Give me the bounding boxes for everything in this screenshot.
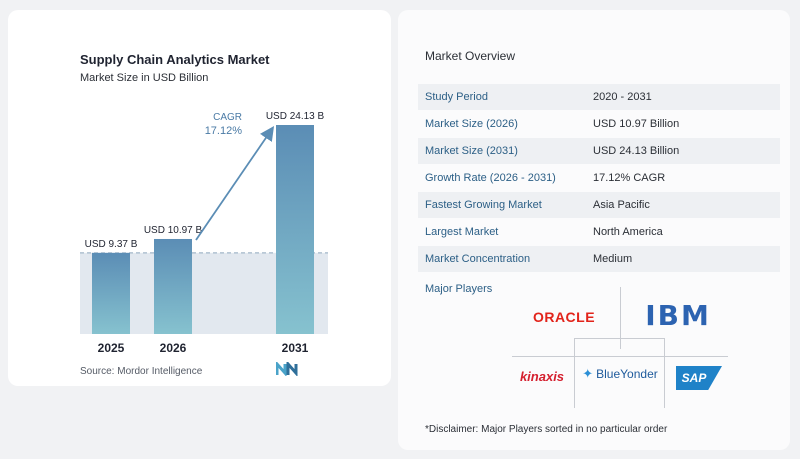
overview-value: USD 24.13 Billion — [593, 145, 680, 157]
overview-value: North America — [593, 226, 663, 238]
disclaimer: *Disclaimer: Major Players sorted in no … — [425, 424, 668, 435]
overview-label: Study Period — [425, 91, 488, 103]
grid-divider — [512, 356, 728, 357]
grid-divider — [574, 338, 575, 408]
overview-card — [398, 10, 790, 450]
overview-row: Market Size (2026) USD 10.97 Billion — [418, 111, 780, 137]
bar-value-label: USD 10.97 B — [144, 225, 203, 236]
x-tick-label: 2025 — [98, 341, 125, 355]
grid-divider — [620, 287, 621, 349]
overview-row: Market Size (2031) USD 24.13 Billion — [418, 138, 780, 164]
cagr-arrow — [195, 126, 275, 241]
blueyonder-text: BlueYonder — [596, 367, 658, 381]
kinaxis-logo: kinaxis — [519, 368, 565, 384]
x-tick-label: 2031 — [282, 341, 309, 355]
overview-row: Fastest Growing Market Asia Pacific — [418, 192, 780, 218]
chart-subtitle: Market Size in USD Billion — [80, 72, 209, 84]
overview-label: Market Concentration — [425, 253, 531, 265]
overview-row: Market Concentration Medium — [418, 246, 780, 272]
chart-title: Supply Chain Analytics Market — [80, 52, 270, 67]
x-tick-label: 2026 — [160, 341, 187, 355]
overview-label: Largest Market — [425, 226, 499, 238]
sap-text: SAP — [681, 371, 707, 385]
bar — [276, 125, 314, 334]
overview-label: Market Size (2026) — [425, 118, 518, 130]
blueyonder-logo: ✦ BlueYonder — [580, 364, 660, 384]
overview-row: Study Period 2020 - 2031 — [418, 84, 780, 110]
overview-row: Growth Rate (2026 - 2031) 17.12% CAGR — [418, 165, 780, 191]
bar — [92, 252, 130, 334]
overview-value: 2020 - 2031 — [593, 91, 652, 103]
bar-chart: USD 9.37 B 2025 USD 10.97 B 2026 USD 24.13 B… — [80, 111, 328, 355]
players-title: Major Players — [425, 283, 493, 295]
blueyonder-star-icon: ✦ — [582, 366, 594, 381]
grid-divider — [664, 338, 665, 408]
bar-value-label: USD 24.13 B — [266, 111, 325, 122]
overview-label: Market Size (2031) — [425, 145, 518, 157]
overview-label: Growth Rate (2026 - 2031) — [425, 172, 556, 184]
bar-value-label: USD 9.37 B — [85, 239, 138, 250]
cagr-value: 17.12% — [205, 125, 243, 137]
oracle-logo: ORACLE — [532, 309, 596, 325]
overview-value: Medium — [593, 253, 633, 265]
overview-value: Asia Pacific — [593, 199, 650, 211]
grid-divider — [574, 338, 665, 339]
source-note: Source: Mordor Intelligence — [80, 366, 203, 377]
mordor-logo-icon — [276, 362, 298, 376]
ibm-logo: IBM — [645, 298, 711, 332]
overview-value: 17.12% CAGR — [593, 172, 666, 184]
overview-value: USD 10.97 Billion — [593, 118, 680, 130]
bar — [154, 238, 192, 334]
cagr-label: CAGR — [213, 112, 242, 123]
overview-label: Fastest Growing Market — [425, 199, 542, 211]
overview-row: Largest Market North America — [418, 219, 780, 245]
overview-title: Market Overview — [425, 49, 516, 63]
